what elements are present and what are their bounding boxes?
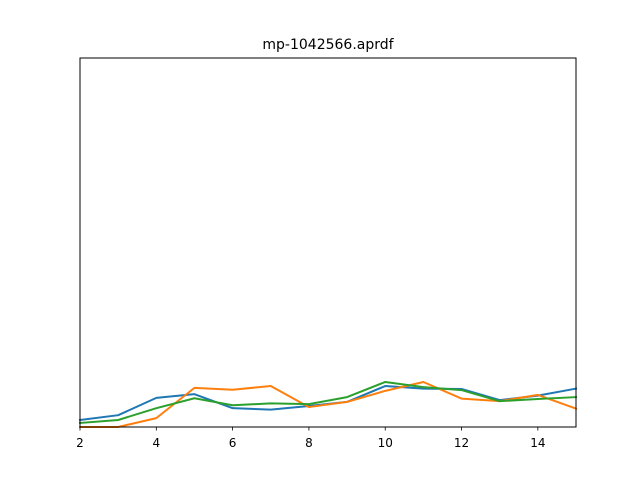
chart-title: mp-1042566.aprdf [262, 37, 394, 53]
plot-frame [79, 57, 577, 428]
x-tick-label: 14 [530, 436, 545, 450]
x-tick-label: 10 [378, 436, 393, 450]
x-tick-label: 4 [152, 436, 160, 450]
series-line-3 [78, 380, 578, 425]
series-layer [78, 380, 578, 428]
x-axis: 2 4 6 8 10 12 14 [76, 427, 545, 450]
x-tick-label: 6 [229, 436, 237, 450]
x-tick-label: 12 [454, 436, 469, 450]
series-line-2 [79, 380, 578, 428]
x-tick-label: 2 [76, 436, 84, 450]
x-tick-label: 8 [305, 436, 313, 450]
